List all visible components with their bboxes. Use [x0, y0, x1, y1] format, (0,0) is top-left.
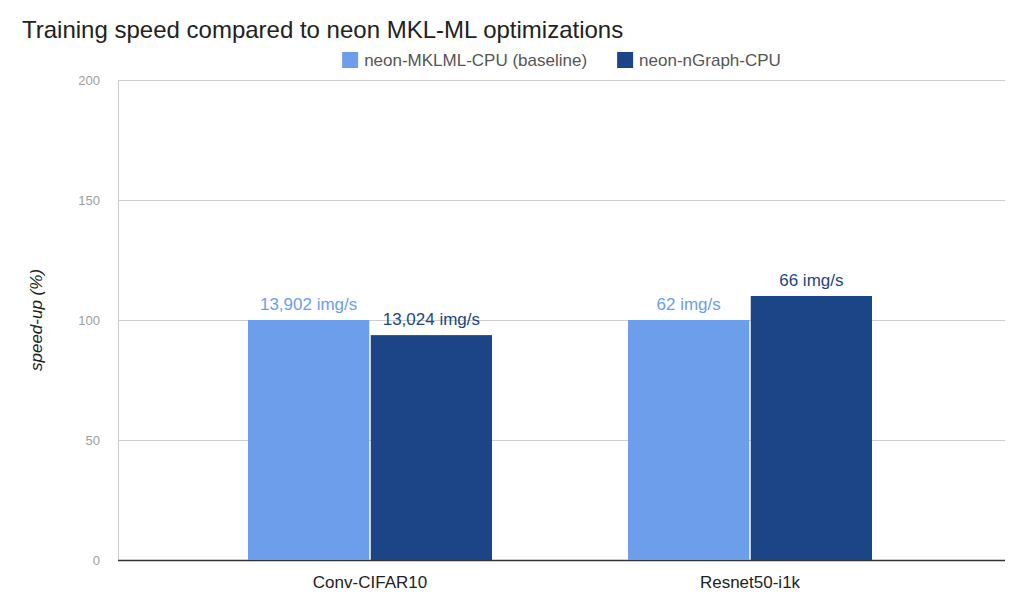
- bar-label: 66 img/s: [779, 271, 843, 290]
- x-axis-line: [181, 560, 941, 561]
- bar-label: 62 img/s: [657, 295, 721, 314]
- legend-swatch: [342, 52, 358, 68]
- y-tick-label: 100: [78, 313, 100, 328]
- legend-swatch: [617, 52, 633, 68]
- legend-item: neon-MKLML-CPU (baseline): [342, 51, 587, 70]
- bar-labels: 13,902 img/s 62 img/s 13,024 img/s 66 img/s: [260, 271, 844, 329]
- bar: [628, 320, 749, 560]
- grid-line: [118, 80, 1005, 81]
- y-tick-label: 150: [78, 193, 100, 208]
- bar-label: 13,902 img/s: [260, 295, 357, 314]
- x-axis: Conv-CIFAR10 Resnet50-i1k: [181, 560, 941, 592]
- y-axis-title: speed-up (%): [27, 269, 46, 371]
- bar: [751, 296, 872, 560]
- bar-label: 13,024 img/s: [383, 310, 480, 329]
- x-tick: Conv-CIFAR10: [313, 560, 427, 592]
- y-tick-label: 50: [86, 433, 100, 448]
- grid-line: [118, 200, 1005, 201]
- bar: [371, 335, 492, 560]
- bar-series: [371, 296, 872, 560]
- y-tick: 150: [78, 193, 1005, 208]
- y-tick: 200: [78, 73, 1005, 88]
- x-tick-label: Resnet50-i1k: [700, 573, 801, 592]
- legend-label: neon-MKLML-CPU (baseline): [364, 51, 587, 70]
- chart: Training speed compared to neon MKL-ML o…: [0, 0, 1017, 614]
- y-axis: 0 50 100 150 200: [78, 73, 1005, 568]
- legend: neon-MKLML-CPU (baseline) neon-nGraph-CPU: [342, 51, 781, 70]
- grid-line: [118, 560, 1005, 561]
- y-tick-label: 200: [78, 73, 100, 88]
- title: Training speed compared to neon MKL-ML o…: [22, 16, 623, 43]
- legend-item: neon-nGraph-CPU: [617, 51, 781, 70]
- bar: [248, 320, 369, 560]
- y-tick-label: 0: [93, 553, 100, 568]
- x-tick: Resnet50-i1k: [700, 560, 801, 592]
- x-tick-label: Conv-CIFAR10: [313, 573, 427, 592]
- bars: [248, 296, 872, 560]
- legend-label: neon-nGraph-CPU: [639, 51, 781, 70]
- bar-series: [248, 320, 749, 560]
